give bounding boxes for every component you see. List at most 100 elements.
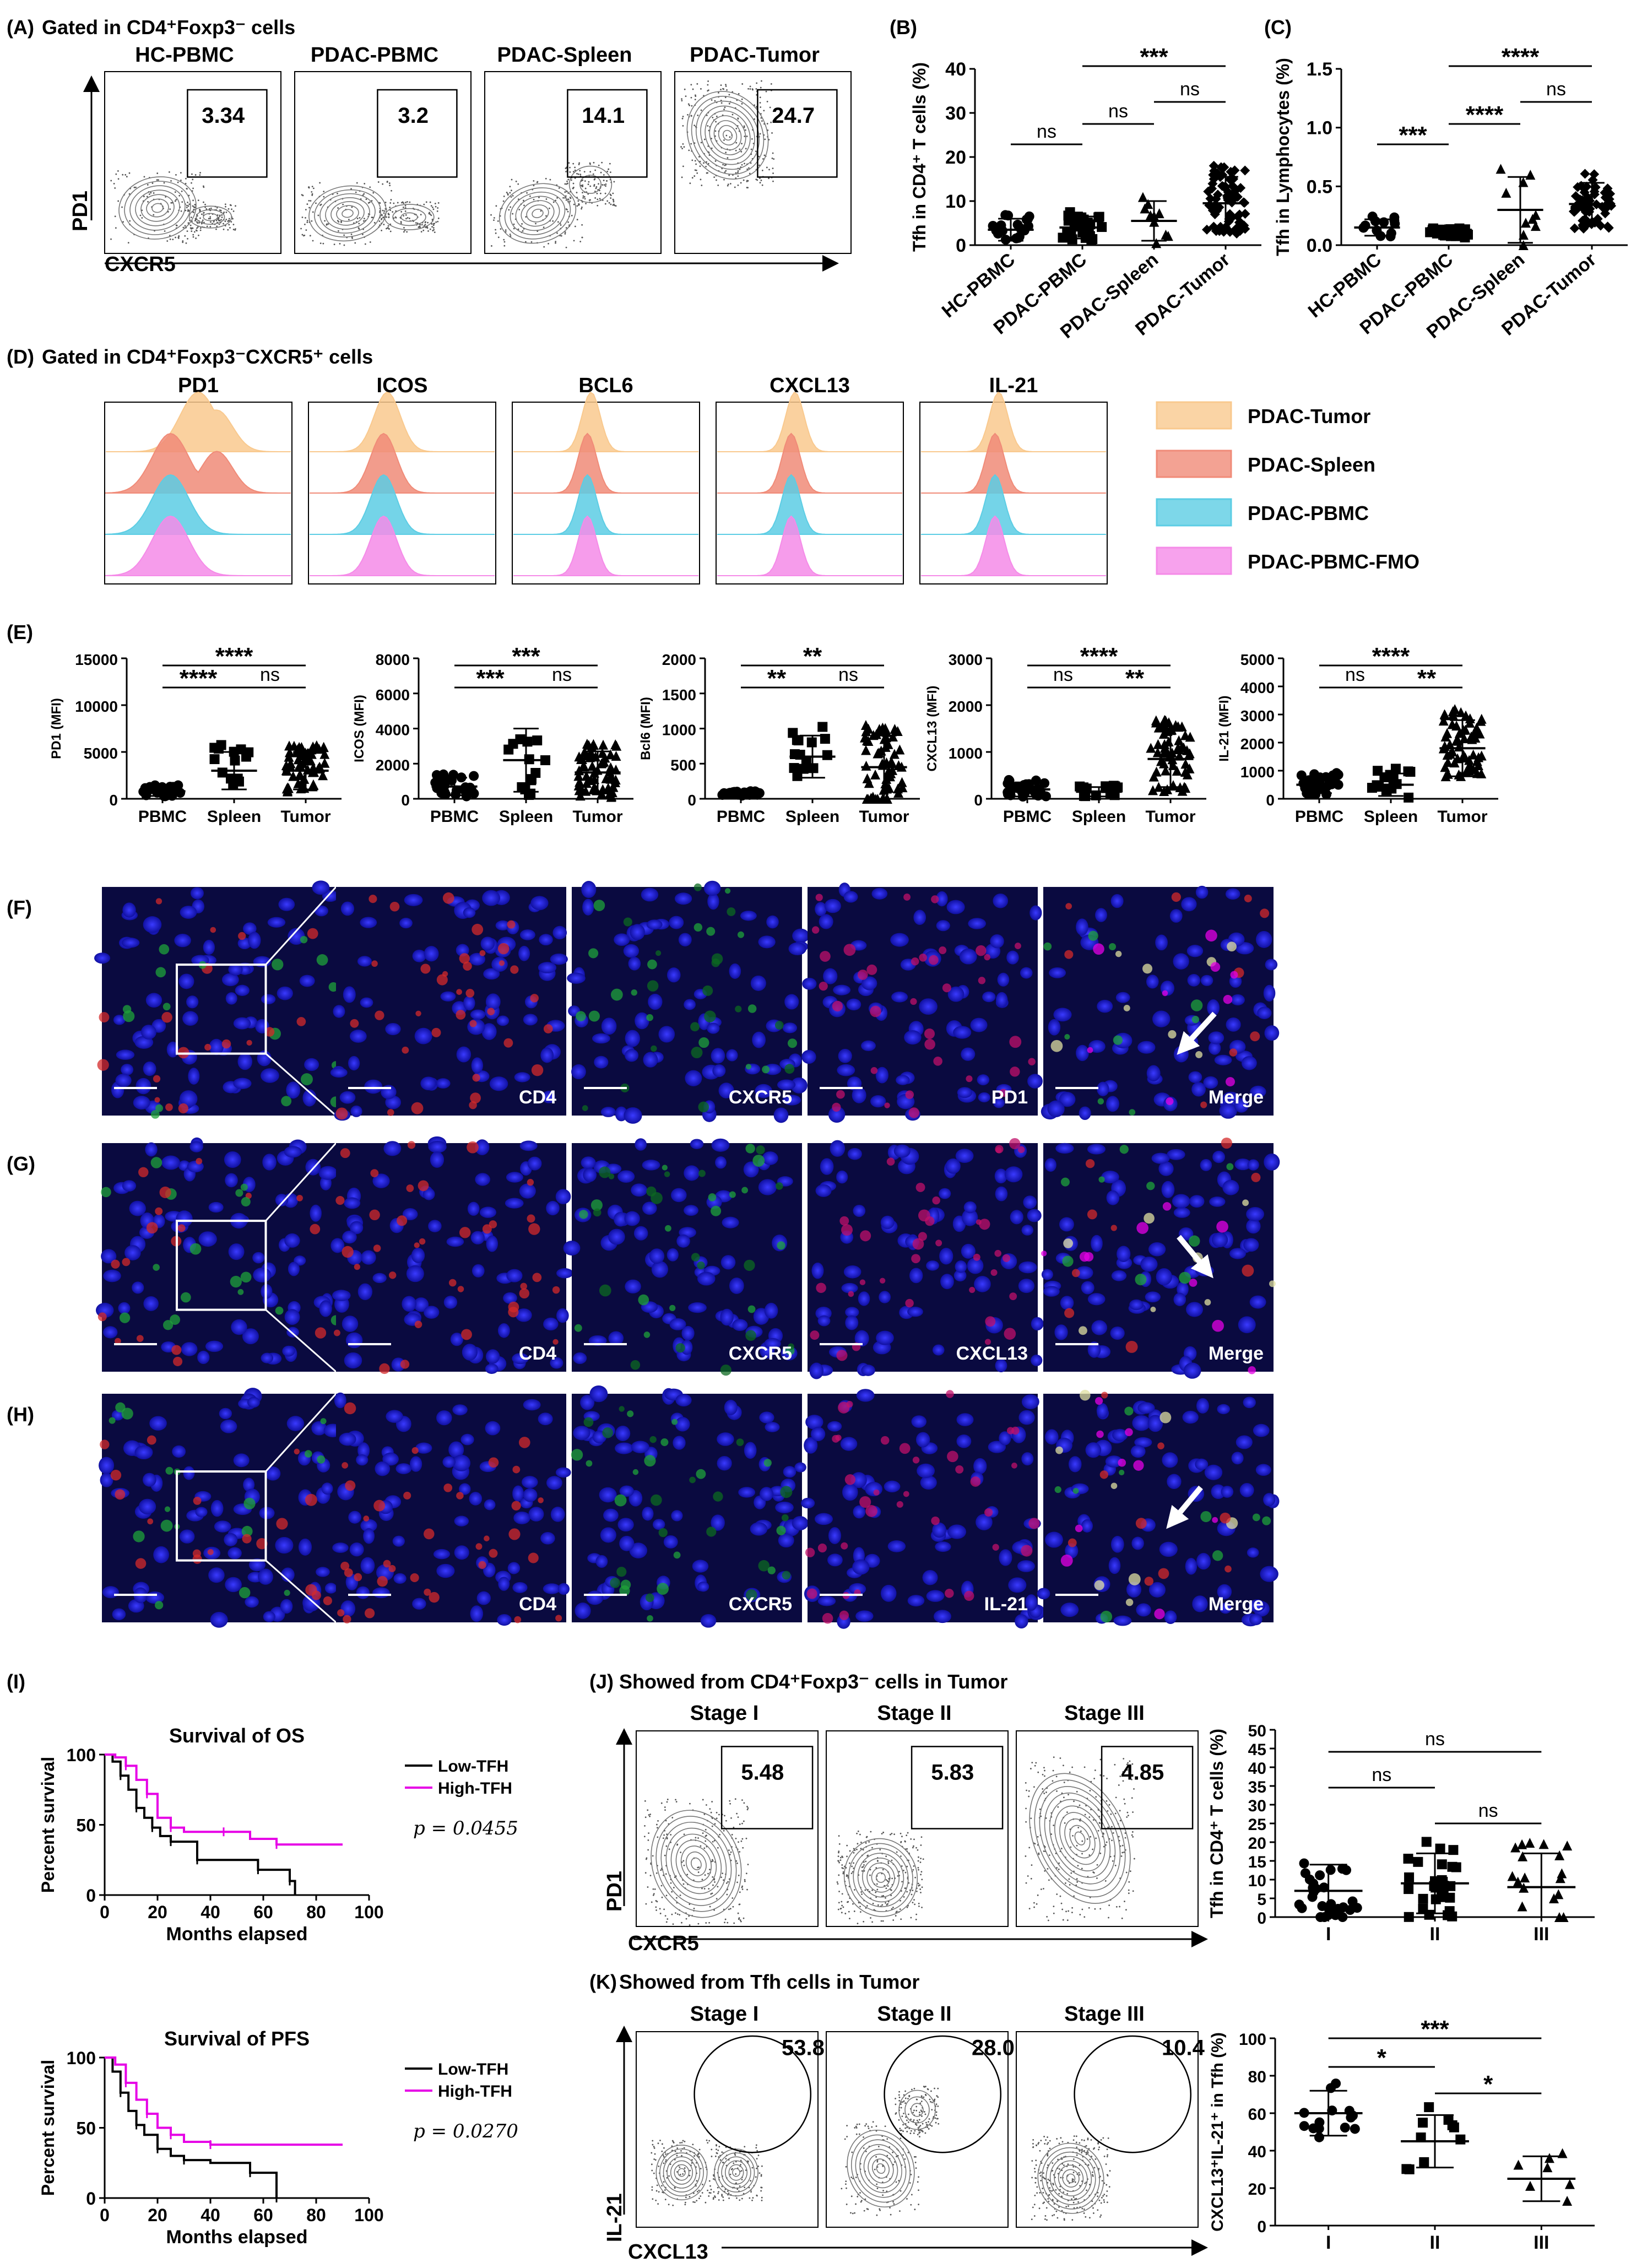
event-dot	[717, 1847, 719, 1849]
event-dot	[842, 1856, 844, 1858]
event-dot	[194, 220, 196, 222]
event-dot	[671, 1913, 673, 1915]
nucleus	[1182, 1410, 1199, 1424]
nucleus	[625, 1279, 641, 1293]
event-dot	[219, 209, 221, 211]
nucleus	[324, 1583, 337, 1594]
event-dot	[1081, 1908, 1083, 1910]
event-dot	[605, 183, 607, 185]
event-dot	[717, 184, 719, 186]
nucleus	[113, 1015, 126, 1025]
y-axis-label: PD1 (MFI)	[49, 698, 64, 759]
data-point	[1310, 789, 1321, 799]
nucleus	[936, 920, 950, 932]
event-dot	[569, 171, 571, 173]
event-dot	[707, 125, 709, 127]
event-dot	[337, 207, 339, 209]
data-point	[1520, 218, 1531, 228]
event-dot	[647, 1809, 649, 1811]
event-dot	[323, 191, 325, 193]
event-dot	[724, 171, 726, 173]
event-dot	[362, 234, 364, 235]
event-dot	[1099, 1852, 1102, 1854]
nucleus	[729, 963, 741, 979]
data-point	[817, 722, 828, 732]
event-dot	[665, 1894, 668, 1897]
nucleus	[188, 1068, 200, 1085]
event-dot	[897, 1875, 899, 1877]
stain-signal	[121, 1408, 133, 1420]
event-dot	[193, 206, 195, 208]
event-dot	[921, 1907, 923, 1908]
nucleus	[758, 1179, 777, 1195]
nucleus	[121, 1064, 134, 1076]
stain-signal	[1210, 962, 1221, 972]
nucleus	[720, 1255, 736, 1270]
stain-signal	[1101, 1392, 1108, 1399]
stain-signal	[1212, 1319, 1224, 1332]
event-dot	[203, 212, 205, 214]
data-point	[861, 745, 871, 755]
nucleus	[1255, 931, 1272, 948]
stain-signal	[1113, 1035, 1123, 1045]
event-dot	[755, 2176, 757, 2178]
event-dot	[1083, 1766, 1086, 1768]
nucleus	[456, 1046, 472, 1063]
event-dot	[759, 177, 761, 180]
event-dot	[323, 196, 325, 198]
nucleus	[424, 1306, 440, 1319]
nucleus	[760, 1487, 773, 1501]
panel-a-plots: HC-PBMC3.34PDAC-PBMC3.2PDAC-Spleen14.1PD…	[104, 44, 852, 254]
event-dot	[432, 227, 435, 229]
event-dot	[664, 1809, 666, 1811]
event-dot	[180, 180, 182, 181]
nucleus	[314, 905, 328, 917]
event-dot	[196, 227, 198, 229]
stain-signal	[583, 1417, 594, 1427]
panel-d-label: (D)	[7, 345, 34, 368]
event-dot	[745, 1837, 747, 1839]
data-point	[1404, 1912, 1414, 1922]
data-point	[1465, 717, 1475, 728]
event-dot	[653, 1893, 655, 1895]
stain-signal	[593, 900, 605, 911]
stain-signal	[623, 917, 632, 927]
stain-signal	[375, 1010, 384, 1020]
channel-label: CD4	[519, 1594, 556, 1615]
event-dot	[185, 182, 187, 185]
event-dot	[420, 231, 422, 233]
event-dot	[664, 1915, 667, 1917]
event-dot	[700, 178, 702, 181]
nucleus	[815, 902, 827, 916]
stain-signal	[698, 1101, 709, 1113]
event-dot	[218, 219, 220, 221]
nucleus	[174, 933, 191, 948]
event-dot	[738, 1917, 740, 1919]
data-point	[1562, 1841, 1573, 1851]
nucleus	[546, 1476, 562, 1490]
survival-curve	[105, 2056, 343, 2146]
event-dot	[181, 201, 183, 203]
nucleus	[506, 1269, 523, 1282]
event-dot	[218, 223, 220, 225]
event-dot	[490, 214, 492, 216]
nucleus	[1164, 1610, 1177, 1624]
data-point	[1140, 203, 1150, 214]
nucleus	[1186, 944, 1204, 957]
nucleus	[674, 892, 692, 905]
stain-signal	[1168, 1030, 1177, 1039]
event-dot	[205, 208, 208, 210]
stain-signal	[1004, 1328, 1016, 1340]
event-dot	[887, 1861, 889, 1863]
event-dot	[696, 172, 698, 174]
nucleus	[452, 1404, 468, 1416]
stain-signal	[903, 894, 911, 901]
event-dot	[174, 191, 176, 193]
event-dot	[1026, 1789, 1027, 1791]
data-point	[1448, 710, 1458, 720]
event-dot	[404, 210, 407, 212]
event-dot	[301, 234, 304, 236]
event-dot	[545, 198, 548, 200]
stain-signal	[1009, 1036, 1022, 1048]
nucleus	[855, 1610, 874, 1622]
